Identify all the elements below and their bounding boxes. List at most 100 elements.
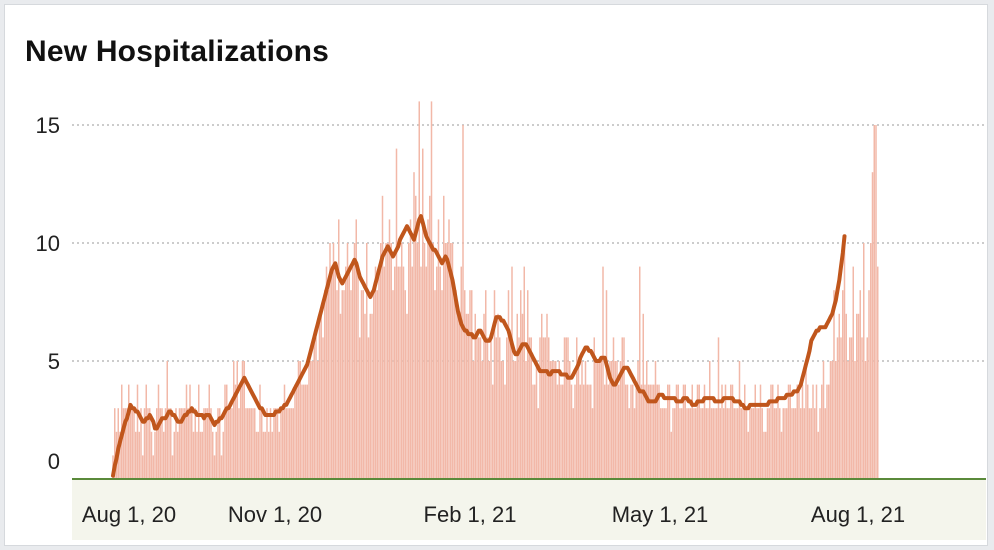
bar: [719, 408, 721, 479]
bar: [581, 361, 583, 479]
bar: [401, 243, 403, 479]
bar: [136, 384, 139, 479]
bar: [177, 431, 179, 479]
bar: [189, 384, 191, 479]
bar: [443, 195, 445, 480]
bar: [471, 290, 473, 479]
bar: [731, 384, 734, 479]
bar: [595, 361, 597, 479]
bar: [752, 408, 755, 479]
bar: [537, 408, 539, 479]
bar: [815, 384, 818, 479]
bar: [630, 384, 632, 479]
bar: [268, 431, 270, 479]
bar: [761, 408, 763, 479]
bar: [332, 243, 335, 479]
bar: [331, 266, 333, 479]
bar: [828, 384, 830, 479]
bar: [504, 384, 506, 479]
bar: [126, 408, 128, 479]
bar: [611, 361, 613, 479]
bar: [236, 361, 238, 479]
bar: [716, 408, 718, 479]
bar: [691, 384, 693, 479]
bar: [586, 384, 588, 479]
bar: [682, 384, 685, 479]
bar: [259, 384, 261, 479]
bar: [766, 408, 769, 479]
bar: [602, 266, 604, 479]
y-tick-label: 5: [48, 349, 60, 374]
bar: [206, 408, 209, 479]
bar: [814, 408, 816, 479]
bar: [371, 313, 373, 479]
bar: [808, 408, 811, 479]
bar: [210, 408, 212, 479]
y-tick-label: 10: [36, 231, 60, 256]
bar: [467, 313, 469, 479]
bar: [765, 431, 767, 479]
bar: [744, 384, 746, 479]
bar: [747, 431, 749, 479]
bar: [824, 408, 826, 479]
bar: [572, 408, 574, 479]
bar: [539, 337, 541, 479]
bar: [651, 384, 653, 479]
bar: [264, 431, 266, 479]
bar: [488, 361, 490, 479]
bar: [464, 290, 466, 479]
bar: [836, 337, 839, 479]
bar: [143, 408, 146, 479]
bar: [499, 337, 501, 479]
bar: [679, 408, 681, 479]
bar: [796, 384, 798, 479]
bar: [530, 337, 532, 479]
bar: [604, 384, 606, 479]
bar: [492, 384, 494, 479]
bar: [224, 384, 226, 479]
bar: [380, 243, 382, 479]
bar: [303, 384, 305, 479]
bar: [334, 266, 336, 479]
bar: [712, 408, 714, 479]
bar: [296, 384, 298, 479]
bar: [173, 431, 175, 479]
bar: [275, 408, 277, 479]
bar: [310, 361, 312, 479]
bar: [409, 219, 412, 479]
bar: [782, 408, 784, 479]
bar: [625, 384, 627, 479]
bar: [875, 125, 877, 479]
bar: [749, 408, 751, 479]
bar: [381, 195, 384, 480]
bar: [250, 408, 252, 479]
bar: [565, 337, 567, 479]
bar: [217, 408, 219, 479]
bar: [658, 384, 660, 479]
bar: [315, 337, 317, 479]
bar: [598, 361, 601, 479]
bar: [430, 101, 433, 480]
bar: [437, 219, 440, 479]
bar: [707, 408, 709, 479]
x-tick-label: Nov 1, 20: [228, 502, 322, 527]
bar: [871, 172, 874, 479]
bar: [569, 361, 571, 479]
bar: [591, 408, 594, 479]
bar: [289, 408, 291, 479]
bar: [842, 290, 844, 479]
bar: [863, 243, 865, 479]
bar: [628, 408, 630, 479]
bar: [313, 337, 315, 479]
bar: [254, 408, 256, 479]
bar: [632, 384, 634, 479]
bar: [751, 408, 753, 479]
bar: [311, 361, 314, 479]
bar: [119, 431, 121, 479]
bar: [616, 361, 618, 479]
bar: [857, 313, 860, 479]
bar: [738, 361, 741, 479]
bar: [609, 361, 611, 479]
bar: [408, 243, 410, 479]
bar: [383, 266, 385, 479]
